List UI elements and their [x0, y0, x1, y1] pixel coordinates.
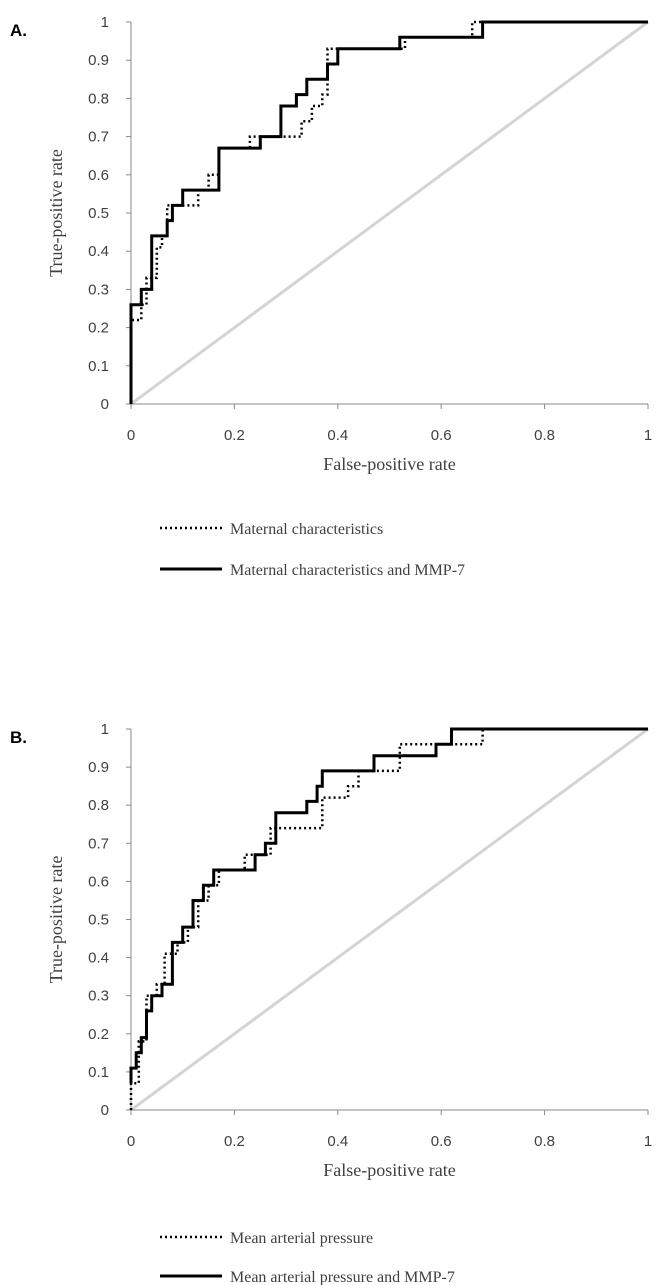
- x-tick-label: 0.8: [534, 427, 555, 444]
- reference-diagonal-line: [130, 20, 649, 406]
- x-tick-label: 0.4: [327, 427, 348, 444]
- x-tick-label: 0: [127, 427, 135, 444]
- panel-label: B.: [10, 728, 27, 747]
- legend-label: Maternal characteristics and MMP-7: [230, 562, 465, 579]
- y-axis-label: True-positive rate: [46, 149, 66, 277]
- y-tick-label: 0.5: [88, 205, 109, 222]
- x-tick-label: 0.2: [224, 1133, 245, 1150]
- x-tick-label: 0.6: [431, 427, 452, 444]
- y-tick-label: 0.8: [88, 90, 109, 107]
- series-line-solid: [129, 727, 648, 1084]
- y-tick-label: 0.7: [88, 129, 109, 146]
- y-tick-label: 0.3: [88, 281, 109, 298]
- x-tick-label: 0.8: [534, 1133, 555, 1150]
- legend-label: Mean arterial pressure and MMP-7: [230, 1269, 455, 1285]
- y-tick-label: 0: [101, 1102, 109, 1119]
- legend-label: Mean arterial pressure: [230, 1230, 373, 1247]
- y-tick-label: 0.6: [88, 167, 109, 184]
- x-tick-label: 1: [644, 427, 652, 444]
- series-line-solid: [129, 20, 648, 404]
- y-tick-label: 0.3: [88, 988, 109, 1005]
- legend: Mean arterial pressure Mean arterial pres…: [160, 1230, 455, 1285]
- x-tick-label: 0: [127, 1133, 135, 1150]
- legend: Maternal characteristics Maternal charact…: [160, 521, 465, 579]
- legend-label: Maternal characteristics: [230, 521, 383, 538]
- y-tick-label: 0.5: [88, 912, 109, 929]
- reference-diagonal-line: [130, 727, 649, 1112]
- y-tick-label: 0.4: [88, 950, 109, 967]
- panel-label: A.: [10, 21, 27, 40]
- y-tick-label: 0.9: [88, 759, 109, 776]
- roc-panel-b: B. 0 0.1 0.2 0.3 0.4 0.5 0.6 0.7 0.8 0.9 1 0 0.2 0.4 0.…: [10, 721, 652, 1285]
- x-tick-label: 0.4: [327, 1133, 348, 1150]
- y-tick-label: 0.4: [88, 243, 109, 260]
- x-tick-label: 0.2: [224, 427, 245, 444]
- y-tick-label: 1: [101, 721, 109, 738]
- y-tick-label: 0.2: [88, 320, 109, 337]
- y-tick-label: 0.1: [88, 358, 109, 375]
- roc-panel-a: A. 0 0.1 0.2 0.3 0.4 0.5 0.6 0.7 0.8 0.9 1 0 0.2 0.4 0.…: [10, 14, 652, 579]
- y-tick-label: 0: [101, 396, 109, 413]
- y-tick-label: 1: [101, 14, 109, 31]
- y-tick-label: 0.8: [88, 797, 109, 814]
- y-tick-label: 0.7: [88, 835, 109, 852]
- y-axis-label: True-positive rate: [46, 856, 66, 984]
- x-axis-label: False-positive rate: [323, 1160, 455, 1180]
- y-tick-label: 0.9: [88, 52, 109, 69]
- y-tick-label: 0.6: [88, 873, 109, 890]
- x-tick-label: 1: [644, 1133, 652, 1150]
- x-axis-label: False-positive rate: [323, 454, 455, 474]
- y-tick-label: 0.2: [88, 1026, 109, 1043]
- y-tick-label: 0.1: [88, 1064, 109, 1081]
- x-tick-label: 0.6: [431, 1133, 452, 1150]
